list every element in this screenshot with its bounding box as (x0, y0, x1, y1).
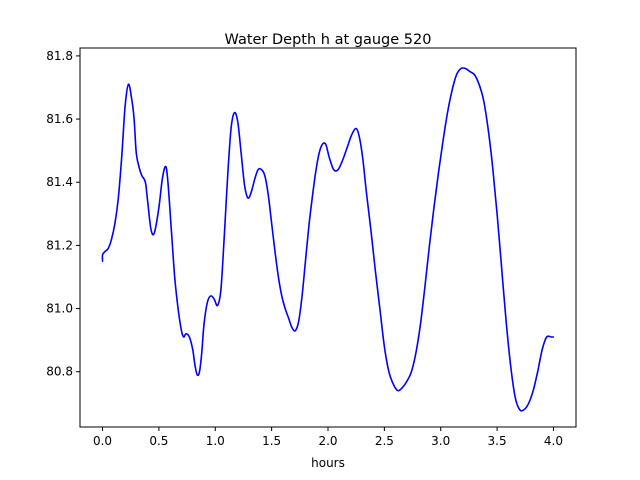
x-tick-label: 0.0 (93, 434, 112, 448)
x-tick-label: 2.0 (318, 434, 337, 448)
x-tick-label: 1.5 (262, 434, 281, 448)
y-axis-ticks: 80.8 81.0 81.2 81.4 81.6 81.8 (46, 49, 80, 379)
x-axis-label: hours (311, 456, 345, 470)
chart-title: Water Depth h at gauge 520 (225, 32, 432, 48)
x-tick-label: 2.5 (375, 434, 394, 448)
x-tick-label: 4.0 (544, 434, 563, 448)
plot-area (101, 67, 555, 412)
x-tick-label: 1.0 (206, 434, 225, 448)
series-line-water-depth (101, 67, 555, 412)
x-tick-label: 0.5 (149, 434, 168, 448)
x-tick-label: 3.0 (431, 434, 450, 448)
y-tick-label: 81.6 (46, 112, 73, 126)
y-tick-label: 81.8 (46, 49, 73, 63)
y-tick-label: 81.2 (46, 238, 73, 252)
axes-frame (79, 47, 577, 428)
x-tick-label: 3.5 (488, 434, 507, 448)
x-axis-ticks: 0.0 0.5 1.0 1.5 2.0 2.5 3.0 3.5 4.0 (93, 427, 563, 448)
y-tick-label: 80.8 (46, 365, 73, 379)
y-tick-label: 81.0 (46, 302, 73, 316)
y-tick-label: 81.4 (46, 175, 73, 189)
